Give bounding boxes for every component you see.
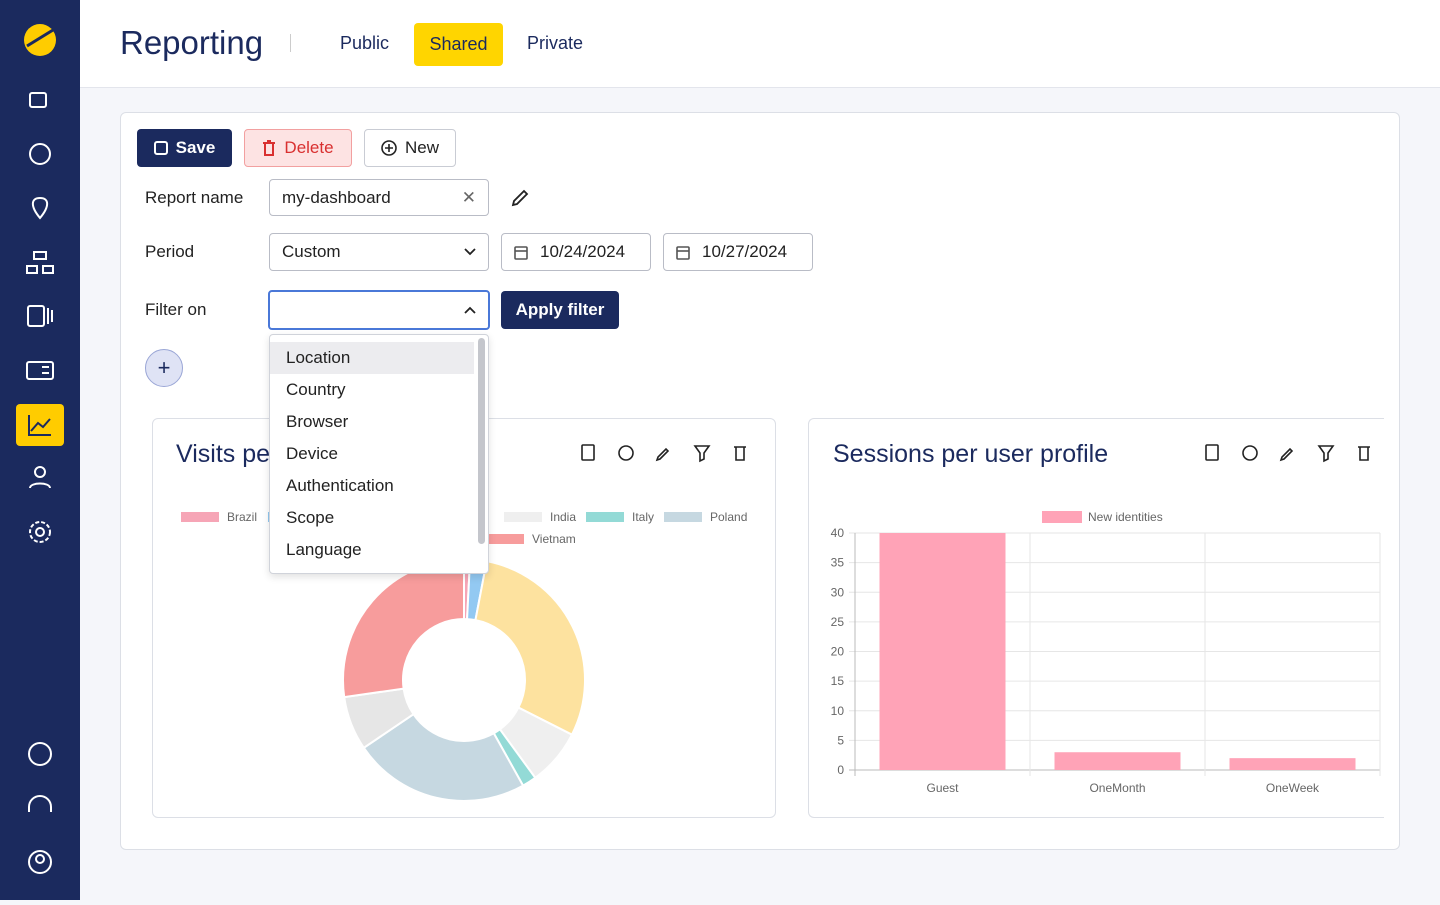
chart-actions — [581, 444, 1370, 463]
legend-swatch — [504, 512, 542, 522]
action-icon[interactable] — [1358, 446, 1370, 461]
nav-icon[interactable] — [29, 521, 51, 543]
dropdown-option[interactable]: Browser — [286, 412, 349, 431]
y-tick-label: 15 — [831, 674, 845, 688]
nav-icon[interactable] — [27, 305, 45, 327]
legend-label: India — [550, 510, 576, 524]
legend-label: Brazil — [227, 510, 257, 524]
action-icon[interactable] — [693, 445, 711, 463]
input-value: my-dashboard — [282, 187, 391, 207]
new-button[interactable]: New — [364, 129, 456, 167]
y-tick-label: 5 — [837, 733, 844, 747]
dropdown-option[interactable]: Language — [286, 540, 362, 559]
legend-label: Vietnam — [532, 532, 576, 546]
input-value: 10/24/2024 — [540, 242, 626, 261]
scrollbar[interactable] — [478, 338, 485, 544]
action-icon[interactable] — [734, 446, 746, 461]
input-value: Custom — [282, 242, 341, 261]
legend-swatch — [486, 534, 524, 544]
chart-title: Visits pe — [176, 440, 270, 468]
tab[interactable]: Public — [340, 33, 390, 53]
action-icon[interactable] — [655, 447, 670, 462]
y-tick-label: 0 — [837, 763, 844, 777]
nav-icon[interactable] — [33, 251, 47, 260]
y-tick-label: 20 — [831, 645, 845, 659]
report-name-input[interactable]: my-dashboard ✕ — [269, 179, 489, 216]
field-label: Filter on — [145, 300, 207, 319]
legend-swatch — [586, 512, 624, 522]
nav-icon[interactable] — [29, 143, 51, 165]
filter-select[interactable] — [268, 290, 490, 330]
y-tick-label: 30 — [831, 585, 845, 599]
button-label: New — [404, 138, 439, 157]
pie-slice — [474, 559, 586, 737]
y-tick-label: 40 — [831, 526, 845, 540]
bar — [1054, 752, 1181, 770]
period-select[interactable]: Custom — [269, 233, 489, 271]
pie-slice — [342, 557, 465, 699]
legend-label: Poland — [710, 510, 747, 524]
tab-active[interactable]: Shared — [414, 23, 503, 66]
button-label: Save — [175, 138, 216, 157]
dropdown-option[interactable]: Device — [286, 444, 338, 463]
y-tick-label: 35 — [831, 556, 845, 570]
chart-title: Sessions per user profile — [833, 440, 1108, 468]
y-tick-label: 25 — [831, 615, 845, 629]
dropdown-option[interactable]: Scope — [286, 508, 335, 527]
x-tick-label: OneWeek — [1266, 781, 1320, 795]
pie-slice — [362, 712, 525, 802]
button-label: Delete — [284, 138, 334, 157]
nav-icon[interactable] — [28, 795, 52, 812]
end-date-input[interactable]: 10/27/2024 — [663, 233, 813, 271]
dropdown-option[interactable]: Location — [270, 342, 474, 374]
add-filter-button[interactable]: + — [145, 349, 183, 387]
field-label: Report name — [145, 188, 244, 207]
legend-swatch — [181, 512, 219, 522]
dropdown-option[interactable]: Country — [286, 380, 346, 399]
sidebar — [0, 0, 80, 900]
nav-icon[interactable] — [26, 361, 54, 380]
filter-dropdown: Location Country Browser Device Authenticati… — [269, 334, 489, 574]
action-icon[interactable] — [581, 444, 595, 461]
nav-icon[interactable] — [29, 92, 47, 108]
tab[interactable]: Private — [527, 33, 584, 53]
nav-icon[interactable] — [28, 742, 52, 766]
action-icon[interactable] — [1279, 447, 1294, 462]
nav-icon[interactable] — [31, 196, 49, 220]
bar — [879, 533, 1006, 770]
bar — [1229, 758, 1356, 770]
legend-swatch — [1042, 511, 1082, 523]
apply-filter-button[interactable]: Apply filter — [501, 291, 619, 329]
nav-icon[interactable] — [34, 466, 46, 478]
start-date-input[interactable]: 10/24/2024 — [501, 233, 651, 271]
action-icon[interactable] — [1205, 444, 1219, 461]
action-icon[interactable] — [1242, 445, 1258, 461]
nav-icon[interactable] — [28, 850, 52, 874]
field-label: Period — [145, 242, 195, 261]
save-button[interactable]: Save — [137, 129, 232, 167]
page-title: Reporting — [120, 24, 264, 61]
edit-icon[interactable] — [511, 189, 529, 207]
x-tick-label: Guest — [926, 781, 959, 795]
legend-label: New identities — [1088, 510, 1163, 524]
legend-swatch — [664, 512, 702, 522]
action-icon[interactable] — [1317, 445, 1335, 463]
action-icon[interactable] — [618, 445, 634, 461]
delete-button[interactable]: Delete — [244, 129, 352, 167]
y-tick-label: 10 — [831, 704, 845, 718]
x-tick-label: OneMonth — [1089, 781, 1145, 795]
input-value: 10/27/2024 — [702, 242, 788, 261]
legend-label: Italy — [632, 510, 654, 524]
dropdown-option[interactable]: Authentication — [286, 476, 394, 495]
header: Reporting Public Shared Private — [80, 0, 1440, 88]
sidebar-icons — [16, 24, 64, 874]
separator — [290, 34, 291, 52]
